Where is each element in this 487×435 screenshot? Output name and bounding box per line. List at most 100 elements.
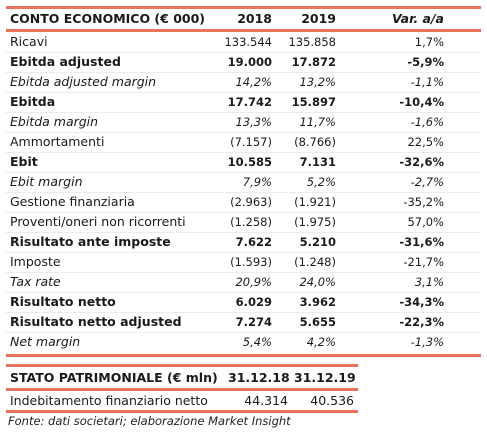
row-value-2019: 4,2% <box>306 335 336 349</box>
income-row: Ebitda adjusted margin 14,2% 13,2% -1,1% <box>6 72 481 92</box>
row-value-2018: 14,2% <box>235 75 272 89</box>
row-label: Imposte <box>10 254 61 269</box>
income-row: Ebit margin 7,9% 5,2% -2,7% <box>6 172 481 192</box>
bs-row-label: Indebitamento finanziario netto <box>10 393 208 408</box>
top-rule <box>6 6 481 9</box>
income-row: Ricavi 133.544 135.858 1,7% <box>6 32 481 52</box>
bs-row: Indebitamento finanziario netto 44.314 4… <box>6 391 358 411</box>
row-value-2019: 5.655 <box>299 315 336 329</box>
row-value-2018: (2.963) <box>230 195 272 209</box>
income-row: Net margin 5,4% 4,2% -1,3% <box>6 332 481 352</box>
bs-header-row: STATO PATRIMONIALE (€ mln) 31.12.18 31.1… <box>6 368 358 388</box>
income-statement-table: CONTO ECONOMICO (€ 000) 2018 2019 Var. a… <box>6 0 481 360</box>
row-separator <box>6 212 481 213</box>
row-value-2018: 5,4% <box>242 335 272 349</box>
row-separator <box>6 152 481 153</box>
row-value-2019: 17.872 <box>291 55 336 69</box>
row-value-var: -32,6% <box>399 155 444 169</box>
row-separator <box>6 292 481 293</box>
bs-col-b-header: 31.12.19 <box>294 370 356 385</box>
row-label: Net margin <box>10 334 81 349</box>
income-row: Ammortamenti (7.157) (8.766) 22,5% <box>6 132 481 152</box>
row-label: Risultato ante imposte <box>10 234 171 249</box>
row-value-var: 1,7% <box>414 35 444 49</box>
row-value-2018: 19.000 <box>227 55 272 69</box>
bs-bottom-rule <box>6 410 358 413</box>
row-separator <box>6 272 481 273</box>
row-separator <box>6 92 481 93</box>
row-value-var: -1,3% <box>410 335 444 349</box>
row-value-2018: 7.622 <box>235 235 272 249</box>
row-value-var: -31,6% <box>399 235 444 249</box>
row-label: Risultato netto <box>10 294 116 309</box>
row-label: Ebitda adjusted <box>10 54 121 69</box>
row-value-2019: (1.921) <box>294 195 336 209</box>
row-separator <box>6 312 481 313</box>
row-value-2019: (1.248) <box>294 255 336 269</box>
row-value-var: -5,9% <box>407 55 444 69</box>
row-value-2018: 133.544 <box>224 35 272 49</box>
row-value-2019: 135.858 <box>288 35 336 49</box>
row-separator <box>6 52 481 53</box>
bottom-rule <box>6 354 481 357</box>
row-value-2019: 15.897 <box>291 95 336 109</box>
row-separator <box>6 332 481 333</box>
row-value-var: 22,5% <box>407 135 444 149</box>
bs-col-a-header: 31.12.18 <box>228 370 290 385</box>
income-row: Ebitda adjusted 19.000 17.872 -5,9% <box>6 52 481 72</box>
row-label: Tax rate <box>10 274 61 289</box>
row-label: Ricavi <box>10 34 48 49</box>
row-value-2019: 11,7% <box>299 115 336 129</box>
row-value-2019: 24,0% <box>299 275 336 289</box>
income-row: Risultato netto 6.029 3.962 -34,3% <box>6 292 481 312</box>
row-value-2018: (7.157) <box>230 135 272 149</box>
income-title: CONTO ECONOMICO (€ 000) <box>10 11 206 26</box>
income-row: Risultato netto adjusted 7.274 5.655 -22,3% <box>6 312 481 332</box>
row-value-var: -34,3% <box>399 295 444 309</box>
row-separator <box>6 132 481 133</box>
row-value-2019: (8.766) <box>294 135 336 149</box>
row-value-2018: 17.742 <box>227 95 272 109</box>
row-value-var: 3,1% <box>414 275 444 289</box>
row-value-var: -1,6% <box>410 115 444 129</box>
row-value-2019: 5,2% <box>306 175 336 189</box>
income-row: Imposte (1.593) (1.248) -21,7% <box>6 252 481 272</box>
bs-row-value-a: 44.314 <box>244 393 288 408</box>
row-label: Ammortamenti <box>10 134 105 149</box>
row-label: Ebit margin <box>10 174 83 189</box>
source-note: Fonte: dati societari; elaborazione Mark… <box>8 414 291 428</box>
row-value-2018: 10.585 <box>227 155 272 169</box>
bs-top-rule <box>6 364 358 367</box>
balance-sheet-table: STATO PATRIMONIALE (€ mln) 31.12.18 31.1… <box>6 364 358 413</box>
row-separator <box>6 232 481 233</box>
income-row: Ebit 10.585 7.131 -32,6% <box>6 152 481 172</box>
row-value-var: -10,4% <box>399 95 444 109</box>
row-value-var: -21,7% <box>403 255 444 269</box>
row-value-2019: 5.210 <box>299 235 336 249</box>
row-separator <box>6 192 481 193</box>
income-row: Gestione finanziaria (2.963) (1.921) -35,2% <box>6 192 481 212</box>
income-row: Risultato ante imposte 7.622 5.210 -31,6% <box>6 232 481 252</box>
income-row: Proventi/oneri non ricorrenti (1.258) (1.9… <box>6 212 481 232</box>
row-value-var: -22,3% <box>399 315 444 329</box>
row-label: Gestione finanziaria <box>10 194 135 209</box>
row-value-2018: (1.258) <box>230 215 272 229</box>
row-label: Proventi/oneri non ricorrenti <box>10 214 186 229</box>
bs-header-rule <box>6 388 358 391</box>
col-var-header: Var. a/a <box>391 11 444 26</box>
row-value-2018: (1.593) <box>230 255 272 269</box>
bs-row-value-b: 40.536 <box>310 393 354 408</box>
row-value-2019: 7.131 <box>299 155 336 169</box>
bs-title: STATO PATRIMONIALE (€ mln) <box>10 370 218 385</box>
row-value-2018: 7.274 <box>235 315 272 329</box>
income-row: Tax rate 20,9% 24,0% 3,1% <box>6 272 481 292</box>
row-value-2018: 6.029 <box>235 295 272 309</box>
row-value-var: -1,1% <box>410 75 444 89</box>
income-header-row: CONTO ECONOMICO (€ 000) 2018 2019 Var. a… <box>6 9 481 29</box>
row-label: Ebit <box>10 154 38 169</box>
row-value-var: -35,2% <box>403 195 444 209</box>
row-label: Ebitda <box>10 94 56 109</box>
row-label: Ebitda margin <box>10 114 99 129</box>
row-separator <box>6 172 481 173</box>
income-row: Ebitda 17.742 15.897 -10,4% <box>6 92 481 112</box>
